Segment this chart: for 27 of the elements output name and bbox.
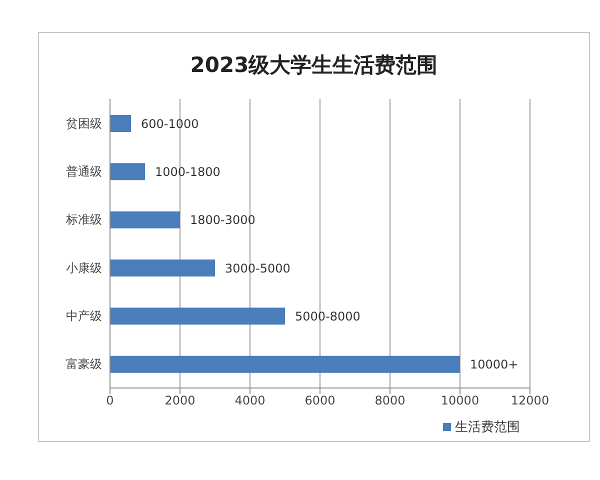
y-tick-label: 贫困级: [66, 116, 102, 130]
x-tick-label: 2000: [164, 394, 196, 408]
data-label: 1800-3000: [190, 213, 256, 228]
x-tick-label: 10000: [440, 394, 480, 408]
x-tick-label: 0: [106, 394, 114, 408]
y-tick-label: 小康级: [66, 260, 102, 275]
data-label: 10000+: [470, 358, 518, 372]
y-tick-label: 中产级: [66, 309, 102, 324]
data-label: 3000-5000: [225, 261, 290, 276]
x-tick-label: 8000: [374, 394, 406, 408]
bar: [110, 163, 145, 180]
bar: [110, 115, 131, 132]
y-tick-label: 富豪级: [66, 357, 102, 372]
bar: [110, 356, 460, 373]
data-label: 1000-1800: [155, 164, 220, 179]
bar: [110, 308, 285, 325]
x-tick-label: 6000: [304, 394, 336, 408]
bar: [110, 260, 215, 276]
legend-label: 生活费范围: [455, 420, 520, 435]
chart-title: 2023级大学生生活费范围: [189, 52, 439, 79]
data-label: 5000-8000: [295, 309, 360, 324]
bar: [110, 211, 180, 228]
data-label: 600-1000: [141, 116, 199, 131]
x-tick-label: 12000: [510, 394, 550, 408]
x-tick-label: 4000: [234, 394, 266, 408]
y-tick-label: 标准级: [65, 212, 102, 227]
y-tick-label: 普通级: [66, 164, 102, 179]
